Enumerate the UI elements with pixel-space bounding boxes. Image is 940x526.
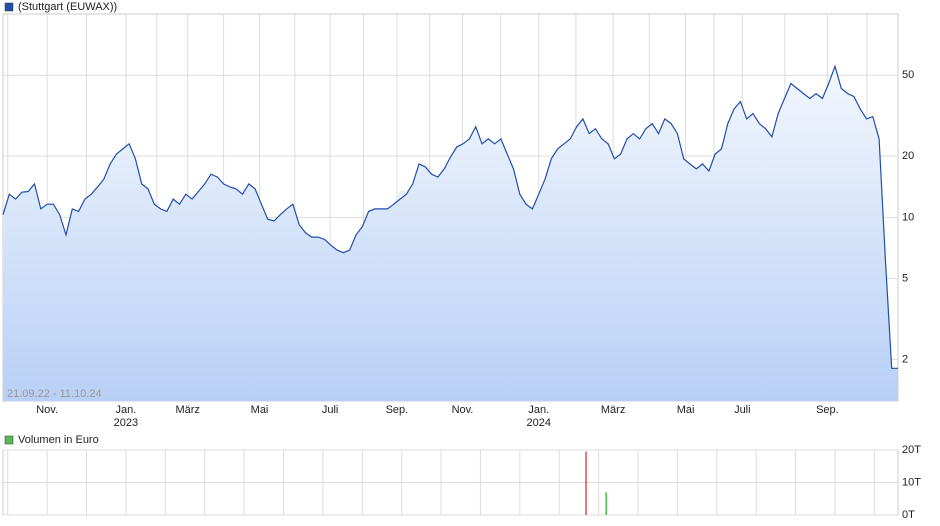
area — [3, 66, 898, 402]
x-tick-label: Sep. — [816, 404, 839, 416]
legend-label: (Stuttgart (EUWAX)) — [18, 1, 117, 13]
x-year-label: 2023 — [114, 417, 138, 429]
period-label: 21.09.22 - 11.10.24 — [7, 388, 102, 400]
x-tick-label: Juli — [734, 404, 751, 416]
x-tick-label: Juli — [322, 404, 339, 416]
x-tick-label: Nov. — [452, 404, 474, 416]
y-tick-label: 10T — [902, 476, 921, 488]
y-tick-label: 0T — [902, 509, 915, 521]
x-tick-label: Mai — [251, 404, 269, 416]
x-tick-label: März — [601, 404, 625, 416]
legend-swatch — [4, 435, 14, 445]
x-year-label: 2024 — [526, 417, 550, 429]
line — [2, 64, 898, 369]
x-tick-label: Mai — [677, 404, 695, 416]
legend-label: Volumen in Euro — [18, 434, 99, 446]
y-tick-label: 50 — [902, 69, 914, 81]
y-tick-label: 20T — [902, 444, 921, 456]
x-tick-label: März — [175, 404, 199, 416]
y-tick-label: 10 — [902, 211, 914, 223]
x-tick-label: Jan. — [116, 404, 137, 416]
y-tick-label: 20 — [902, 150, 914, 162]
y-tick-label: 5 — [902, 272, 908, 284]
x-tick-label: Nov. — [36, 404, 58, 416]
y-tick-label: 2 — [902, 353, 908, 365]
x-tick-label: Jan. — [528, 404, 549, 416]
x-tick-label: Sep. — [386, 404, 409, 416]
legend-swatch — [4, 2, 14, 12]
